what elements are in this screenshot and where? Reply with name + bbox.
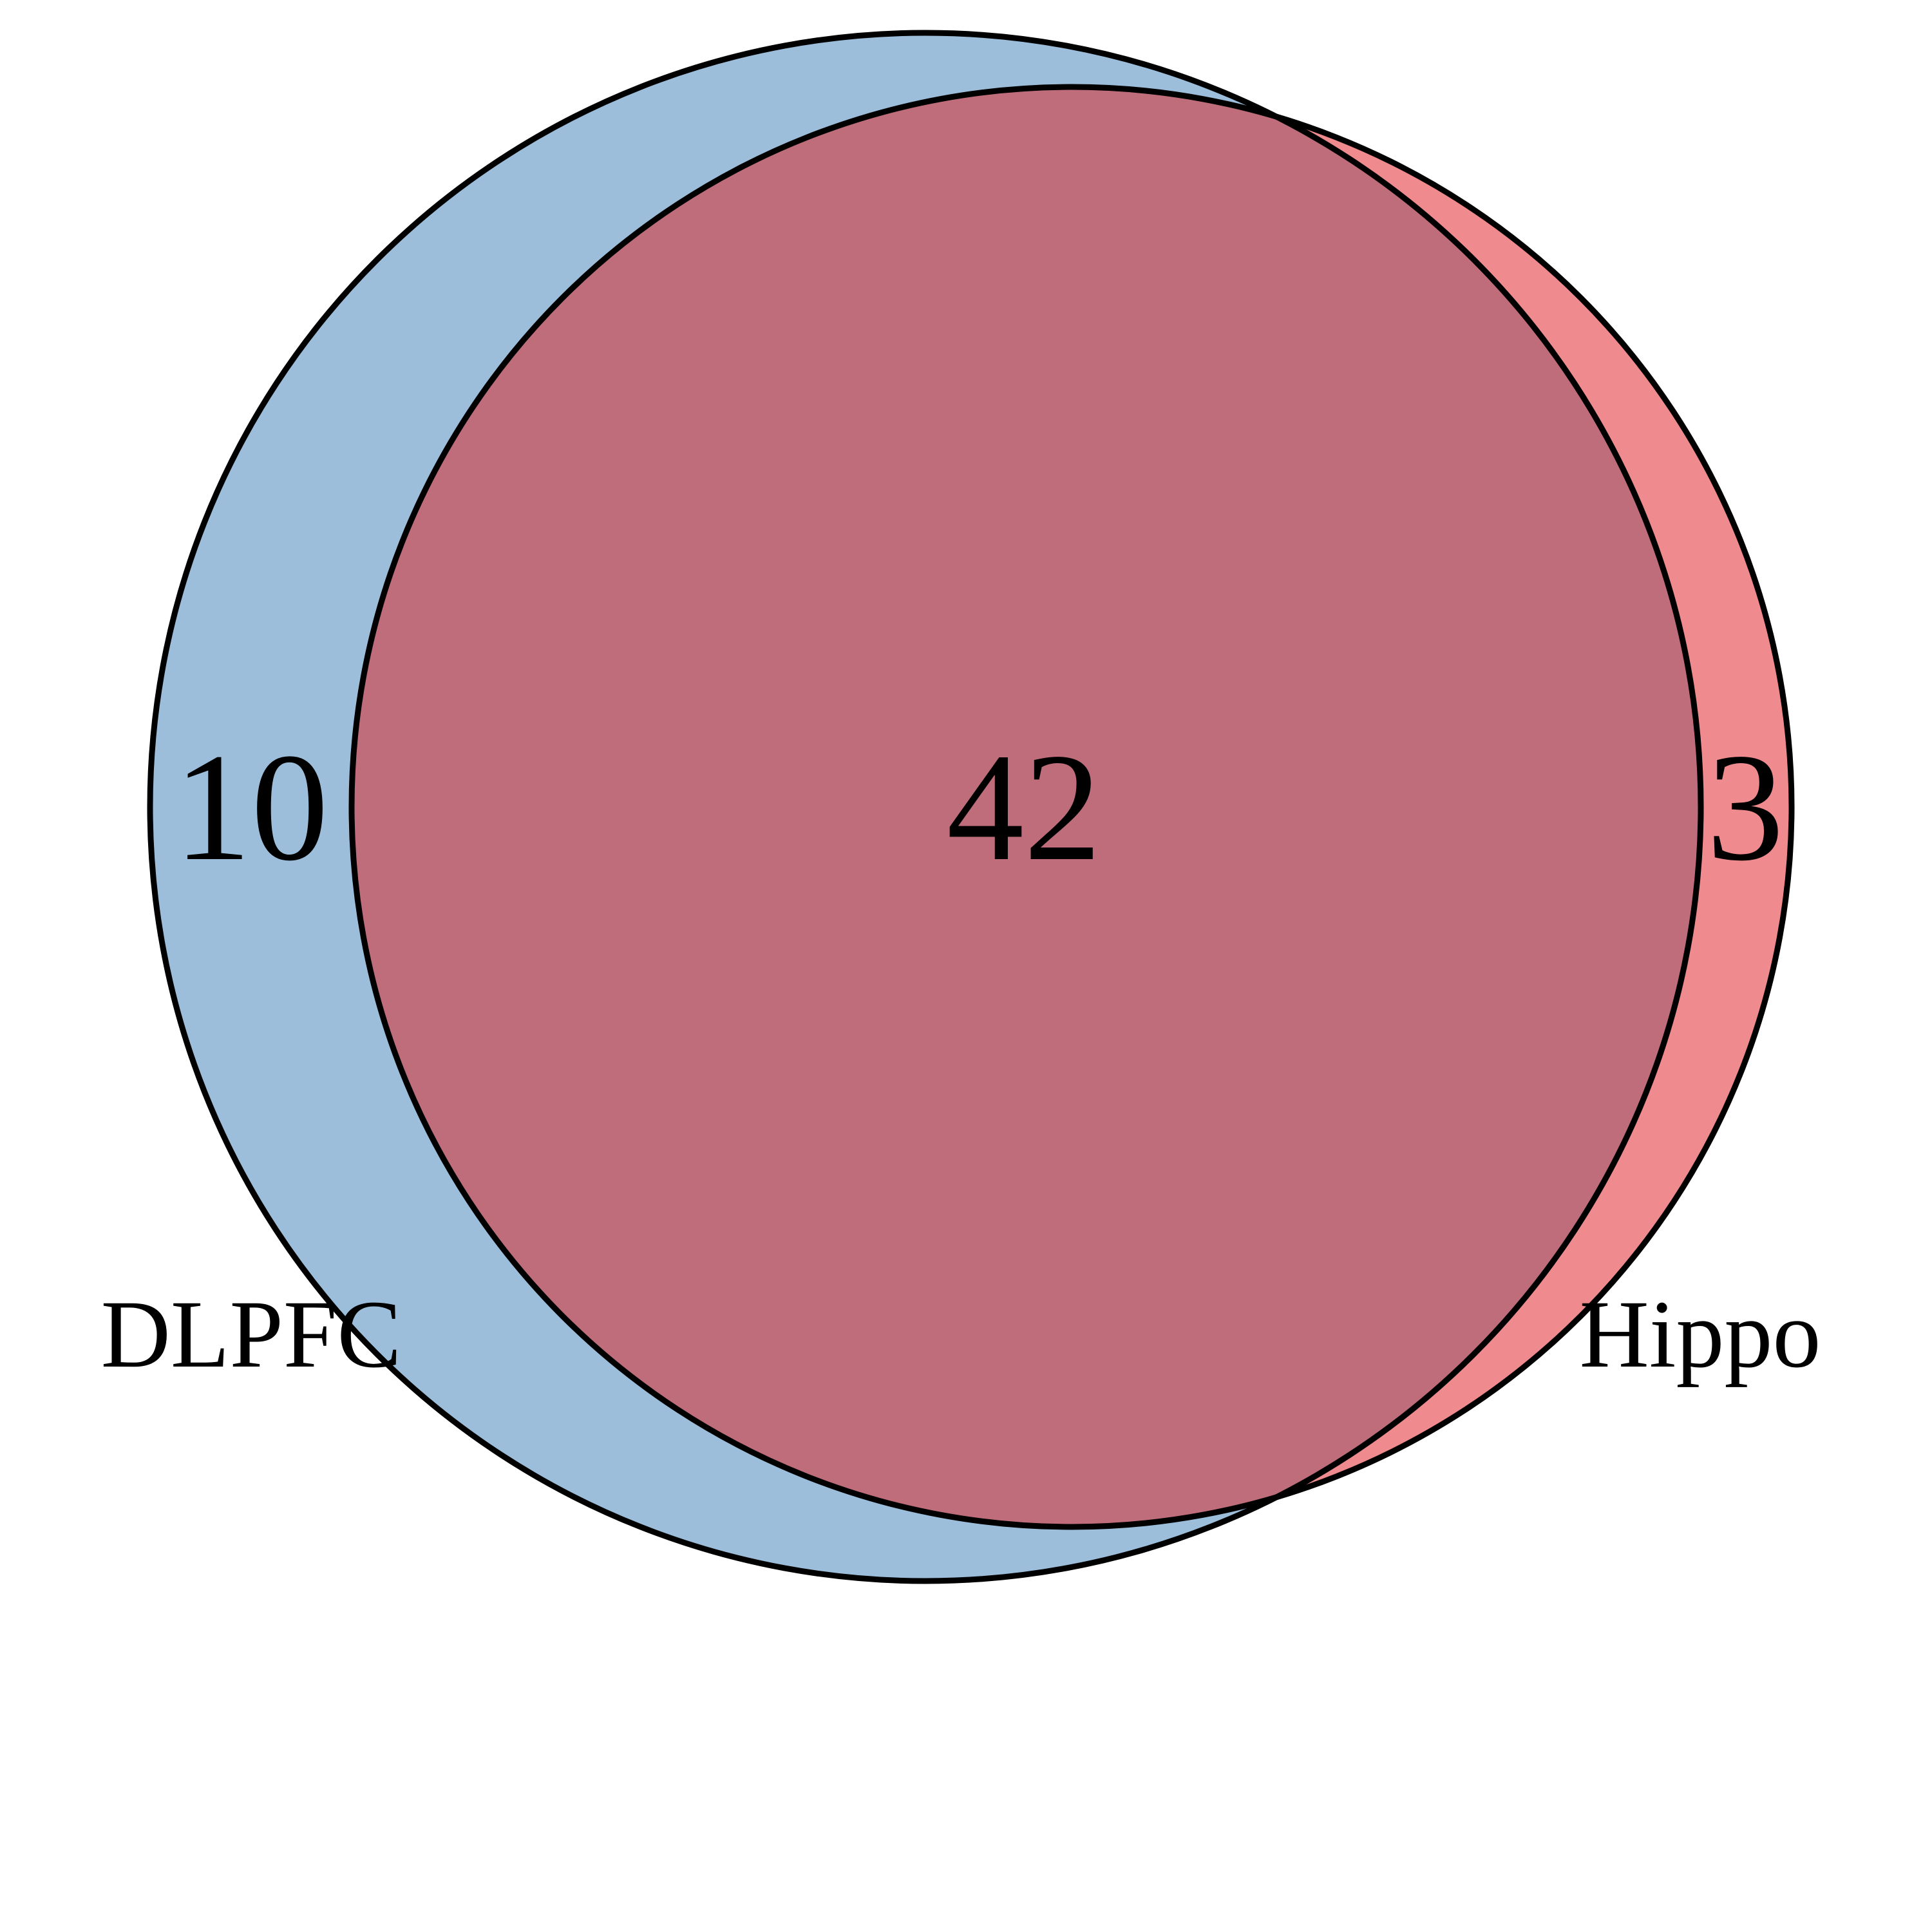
hippo-circle-outline [348, 84, 1795, 1530]
set-label-hippo: Hippo [1580, 1281, 1821, 1388]
dlpfc-circle-outline [147, 30, 1704, 1584]
set-label-dlpfc: DLPFC [101, 1281, 402, 1388]
count-overlap: 42 [947, 721, 1101, 893]
overlap-region [352, 87, 1701, 1527]
count-hippo-only: 3 [1707, 721, 1784, 893]
count-dlpfc-only: 10 [174, 721, 328, 893]
